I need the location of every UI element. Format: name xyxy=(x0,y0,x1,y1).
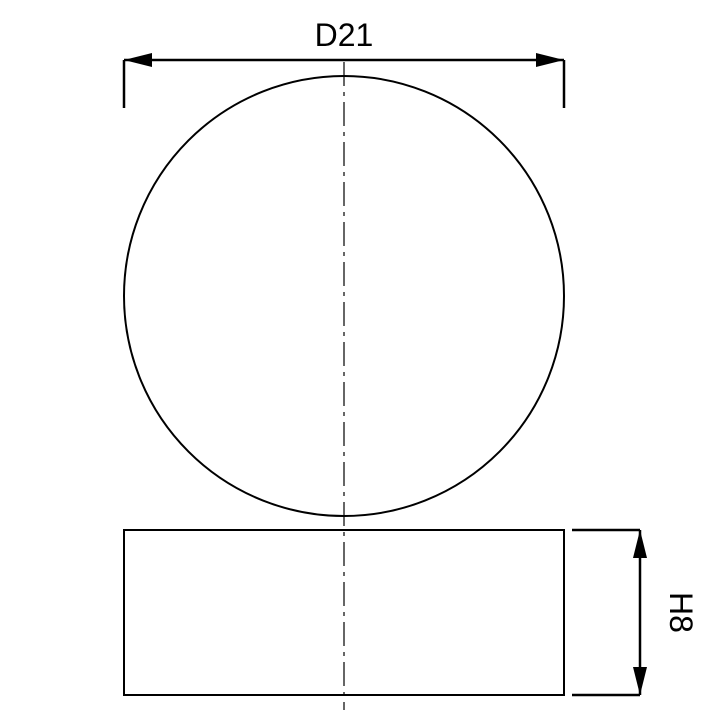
dim-diameter-arrow-left xyxy=(124,53,152,67)
technical-drawing: D21 H8 xyxy=(0,0,720,720)
dim-height-arrow-top xyxy=(633,530,647,558)
dim-diameter-label: D21 xyxy=(315,17,374,53)
dim-height-label: H8 xyxy=(663,592,699,633)
dim-height-arrow-bottom xyxy=(633,667,647,695)
dim-diameter-arrow-right xyxy=(536,53,564,67)
